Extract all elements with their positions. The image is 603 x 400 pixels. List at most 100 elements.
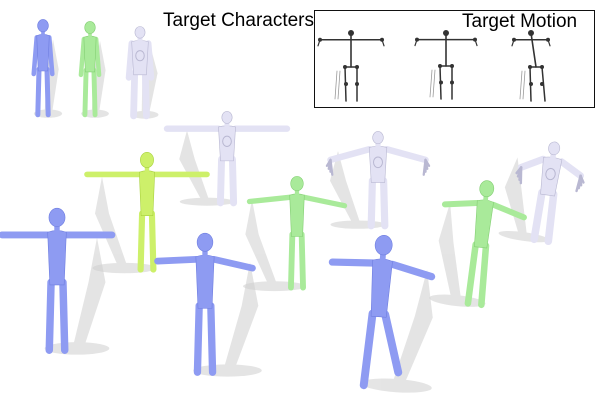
torso <box>195 254 215 309</box>
right-leg <box>44 66 51 118</box>
left-arm <box>246 194 293 205</box>
torso <box>474 199 494 249</box>
torso <box>138 170 156 216</box>
left-leg <box>82 67 89 118</box>
left-arm <box>327 145 373 164</box>
retarget-blue-character-tpose <box>0 207 116 355</box>
left-leg <box>359 309 377 390</box>
joint <box>355 65 359 69</box>
retarget-blue-character-tpose-shadow <box>44 237 110 355</box>
motion-trail <box>432 69 436 98</box>
joint <box>473 37 477 42</box>
joint <box>355 82 359 86</box>
head <box>221 111 233 124</box>
torso <box>131 40 149 76</box>
head <box>479 180 495 198</box>
left-leg <box>130 69 139 120</box>
right-arm <box>490 201 527 221</box>
torso <box>368 145 388 183</box>
left-leg <box>35 66 42 118</box>
motion-skeleton-3 <box>511 30 551 102</box>
right-leg <box>381 310 403 377</box>
head <box>140 152 154 168</box>
chest-detail <box>373 156 383 169</box>
left-arm <box>125 40 135 81</box>
right-arm <box>558 158 585 180</box>
right-wing-feather <box>575 174 582 193</box>
retarget-blue-character-striding-shadow <box>361 269 433 393</box>
right-arm <box>210 256 256 272</box>
motion-skeleton-2 <box>414 30 478 100</box>
skeleton-head <box>348 30 354 36</box>
retarget-green-character-leaning <box>429 180 527 309</box>
joint <box>529 82 533 86</box>
chest-detail <box>135 50 145 62</box>
left-arm <box>517 155 547 171</box>
joint <box>344 82 348 86</box>
head <box>548 141 561 156</box>
torso <box>289 193 305 237</box>
torso <box>370 258 393 318</box>
motion-skeleton-1 <box>317 30 385 102</box>
spine <box>530 32 537 68</box>
retarget-lavender-creature-wings <box>325 131 431 230</box>
skeleton-head <box>528 30 534 36</box>
target-characters-label: Target Characters <box>163 10 315 31</box>
joint <box>380 37 384 42</box>
right-arm <box>383 145 429 164</box>
right-leg <box>141 69 150 120</box>
right-arm <box>388 260 436 281</box>
head <box>84 21 96 34</box>
motion-trail <box>429 69 433 98</box>
head <box>374 235 393 256</box>
torso <box>36 34 50 72</box>
left-wing-feather <box>329 158 334 176</box>
retarget-green-character-arms-out <box>243 176 348 292</box>
joint <box>438 64 442 68</box>
right-arm <box>93 36 102 78</box>
joint <box>512 37 516 42</box>
motion-trail <box>522 70 526 100</box>
head <box>37 19 49 33</box>
left-arm <box>78 36 87 78</box>
joint <box>528 65 532 69</box>
left-leg <box>288 231 296 291</box>
left-leg <box>530 188 546 244</box>
left-arm <box>441 200 481 208</box>
left-leg <box>464 241 479 307</box>
head <box>196 232 214 252</box>
chest-detail <box>545 167 556 181</box>
reference-blue-character <box>31 19 63 118</box>
retarget-lavender-creature-leaning <box>498 141 585 246</box>
motion-trail <box>334 70 338 100</box>
right-leg <box>478 242 490 309</box>
right-leg <box>544 190 558 246</box>
retarget-blue-character-arms-raised <box>154 232 262 377</box>
joint <box>450 64 454 68</box>
head <box>290 176 304 192</box>
left-wing-feather <box>519 166 523 185</box>
joint <box>546 37 550 42</box>
right-leg <box>380 177 389 230</box>
target-motion-panel <box>314 10 595 108</box>
right-leg <box>91 67 98 118</box>
right-leg <box>148 210 157 273</box>
reference-green-character <box>78 21 109 118</box>
joint <box>343 65 347 69</box>
right-leg <box>228 155 238 207</box>
reference-lavender-creature <box>125 26 159 120</box>
left-arm <box>154 256 200 265</box>
right-arm <box>301 194 348 209</box>
torso <box>540 156 563 197</box>
right-wing-feather <box>422 158 427 176</box>
head <box>372 131 384 145</box>
joint <box>318 37 322 42</box>
motion-trail <box>337 70 341 100</box>
head <box>48 207 66 227</box>
left-arm <box>328 258 377 267</box>
skeleton-head <box>443 30 449 36</box>
left-leg <box>367 177 376 230</box>
target-motion-label: Target Motion <box>462 11 578 32</box>
torso <box>218 125 236 162</box>
